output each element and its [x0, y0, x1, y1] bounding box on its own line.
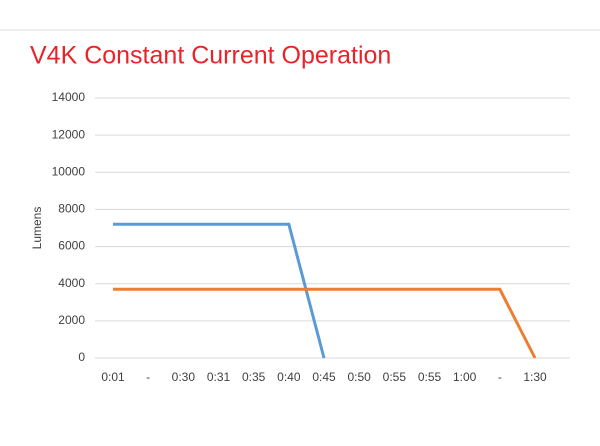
y-tick-label: 14000 — [52, 90, 86, 104]
y-tick-label: 12000 — [52, 127, 86, 141]
x-tick-label: 0:45 — [312, 370, 336, 384]
x-tick-label: 0:30 — [172, 370, 196, 384]
x-tick-label: 0:31 — [207, 370, 231, 384]
x-tick-label: - — [498, 370, 502, 384]
series-line — [113, 287, 537, 359]
x-tick-label: 1:30 — [523, 370, 547, 384]
y-tick-label: 10000 — [52, 164, 86, 178]
x-tick-label: 0:35 — [242, 370, 266, 384]
y-tick-label: 0 — [78, 350, 85, 364]
y-tick-label: 8000 — [58, 202, 85, 216]
chart-title: V4K Constant Current Operation — [30, 42, 391, 70]
x-tick-label: 0:55 — [418, 370, 442, 384]
x-tick-label: 1:00 — [453, 370, 477, 384]
x-tick-label: 0:40 — [277, 370, 301, 384]
x-tick-label: 0:50 — [347, 370, 371, 384]
x-tick-label: - — [146, 370, 150, 384]
y-axis-label: Lumens — [30, 207, 44, 250]
y-tick-label: 2000 — [58, 313, 85, 327]
x-tick-label: 0:01 — [101, 370, 125, 384]
y-tick-label: 6000 — [58, 239, 85, 253]
y-tick-label: 4000 — [58, 276, 85, 290]
x-tick-label: 0:55 — [383, 370, 407, 384]
series-line — [113, 222, 326, 359]
